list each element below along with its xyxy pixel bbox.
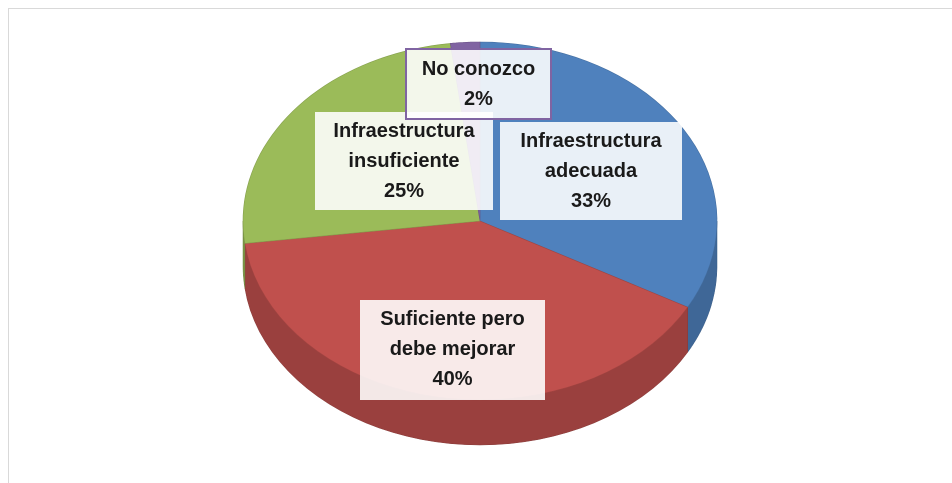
label-value: 40% — [432, 368, 473, 390]
label-name: Infraestructura adecuada — [520, 130, 662, 182]
chart-frame — [8, 8, 952, 483]
data-label: Suficiente pero debe mejorar 40% — [360, 300, 545, 400]
data-label: Infraestructura adecuada 33% — [500, 122, 682, 220]
label-name: Infraestructura insuficiente — [333, 120, 475, 172]
label-value: 2% — [464, 88, 493, 110]
label-value: 25% — [383, 180, 425, 202]
data-label: Infraestructura insuficiente 25% — [315, 112, 493, 210]
label-value: 33% — [570, 190, 612, 212]
label-name: No conozco — [421, 58, 536, 80]
data-label: No conozco 2% — [405, 48, 552, 120]
label-name: Suficiente pero debe mejorar — [380, 308, 525, 360]
